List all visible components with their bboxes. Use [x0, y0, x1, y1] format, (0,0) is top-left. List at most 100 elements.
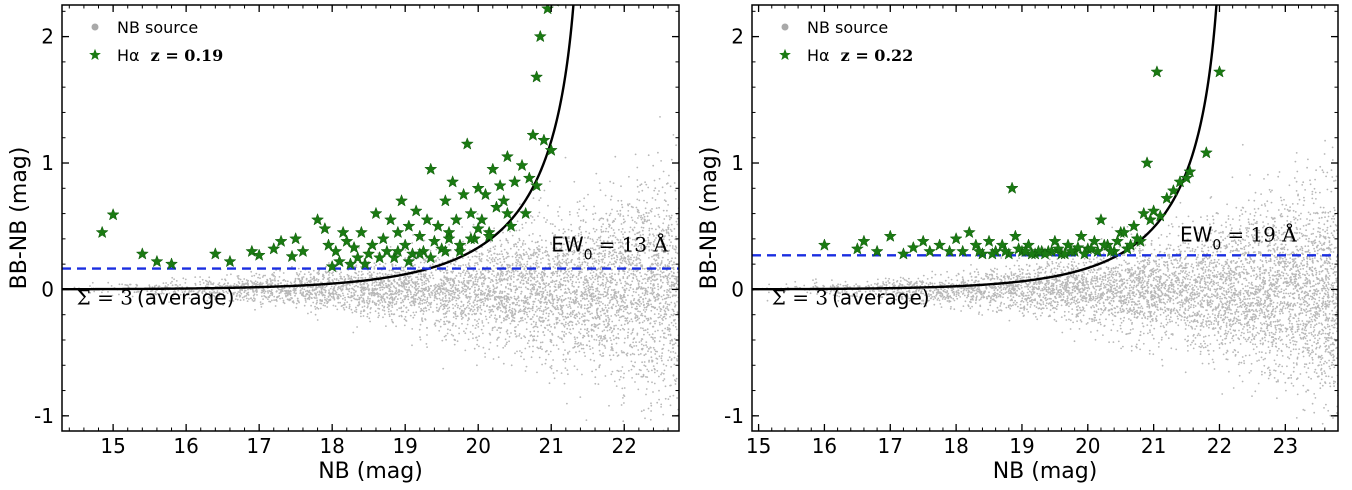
- nb-source-point: [633, 353, 636, 356]
- nb-source-point: [577, 311, 580, 314]
- nb-source-point: [354, 276, 357, 279]
- nb-source-point: [475, 283, 478, 286]
- nb-source-point: [355, 311, 358, 313]
- nb-source-point: [392, 313, 395, 316]
- nb-source-point: [551, 332, 553, 335]
- nb-source-point: [604, 254, 606, 257]
- nb-source-point: [622, 306, 625, 309]
- nb-source-point: [416, 298, 419, 301]
- nb-source-point: [91, 281, 94, 284]
- nb-source-point: [471, 285, 473, 288]
- nb-source-point: [648, 233, 651, 236]
- nb-source-point: [566, 327, 569, 330]
- nb-source-point: [495, 267, 498, 269]
- nb-source-point: [512, 316, 514, 319]
- nb-source-point: [662, 170, 665, 173]
- nb-source-point: [574, 338, 576, 340]
- nb-source-point: [515, 245, 518, 248]
- nb-source-point: [500, 245, 502, 248]
- nb-source-point: [403, 304, 405, 307]
- nb-source-point: [666, 182, 669, 185]
- nb-source-point: [439, 278, 442, 281]
- nb-source-point: [583, 291, 586, 294]
- nb-source-point: [266, 281, 269, 284]
- nb-source-point: [382, 316, 384, 319]
- nb-source-point: [503, 297, 506, 300]
- nb-source-point: [416, 288, 419, 290]
- nb-source-point: [651, 369, 653, 372]
- nb-source-point: [500, 302, 503, 304]
- nb-source-point: [596, 299, 599, 302]
- nb-source-point: [333, 298, 336, 301]
- nb-source-point: [351, 311, 354, 314]
- nb-source-point: [473, 312, 476, 315]
- nb-source-point: [480, 301, 483, 304]
- nb-source-point: [587, 284, 590, 287]
- nb-source-point: [550, 272, 553, 275]
- nb-source-point: [599, 297, 602, 299]
- nb-source-point: [586, 264, 589, 266]
- nb-source-point: [644, 218, 646, 221]
- nb-source-point: [607, 322, 610, 324]
- nb-source-point: [384, 313, 386, 315]
- nb-source-point: [622, 310, 625, 313]
- nb-source-point: [312, 269, 315, 272]
- nb-source-point: [174, 291, 177, 294]
- nb-source-point: [673, 338, 676, 340]
- nb-source-point: [394, 264, 397, 267]
- nb-source-point: [316, 301, 318, 304]
- nb-source-point: [624, 284, 626, 287]
- nb-source-point: [357, 274, 360, 277]
- nb-source-point: [501, 271, 504, 273]
- nb-source-point: [400, 292, 403, 295]
- nb-source-point: [649, 209, 652, 212]
- nb-source-point: [645, 212, 648, 214]
- nb-source-point: [492, 285, 495, 288]
- nb-source-point: [507, 266, 510, 269]
- nb-source-point: [360, 276, 362, 279]
- nb-source-point: [462, 264, 465, 266]
- nb-source-point: [423, 307, 425, 310]
- nb-source-point: [539, 298, 542, 300]
- nb-source-point: [438, 308, 440, 311]
- nb-source-point: [289, 292, 292, 295]
- nb-source-point: [461, 283, 464, 285]
- nb-source-point: [179, 293, 182, 296]
- nb-source-point: [636, 316, 639, 319]
- nb-source-point: [401, 290, 404, 293]
- nb-source-point: [438, 329, 441, 332]
- nb-source-point: [411, 328, 414, 330]
- nb-source-point: [373, 285, 376, 287]
- nb-source-point: [605, 326, 607, 329]
- nb-source-point: [239, 291, 241, 294]
- nb-source-point: [563, 318, 565, 321]
- nb-source-point: [556, 321, 559, 324]
- nb-source-point: [510, 309, 513, 312]
- nb-source-point: [666, 266, 669, 268]
- nb-source-point: [418, 306, 420, 308]
- nb-source-point: [533, 276, 536, 279]
- nb-source-point: [533, 339, 536, 342]
- nb-source-point: [446, 265, 449, 268]
- nb-source-point: [555, 344, 558, 347]
- nb-source-point: [567, 297, 570, 299]
- nb-source-point: [380, 279, 382, 282]
- nb-source-point: [601, 255, 604, 257]
- nb-source-point: [475, 270, 478, 273]
- nb-source-point: [393, 297, 396, 299]
- nb-source-point: [230, 292, 233, 295]
- nb-source-point: [632, 272, 635, 275]
- nb-source-point: [279, 269, 281, 272]
- nb-source-point: [439, 302, 442, 305]
- nb-source-point: [671, 257, 673, 260]
- nb-source-point: [557, 299, 560, 302]
- nb-source-point: [606, 218, 609, 221]
- nb-source-point: [111, 294, 114, 297]
- nb-source-point: [556, 318, 559, 320]
- nb-source-point: [589, 288, 592, 291]
- nb-source-point: [527, 301, 529, 304]
- nb-source-point: [543, 319, 545, 322]
- nb-source-point: [480, 252, 483, 255]
- nb-source-point: [437, 257, 439, 259]
- nb-source-point: [293, 287, 295, 290]
